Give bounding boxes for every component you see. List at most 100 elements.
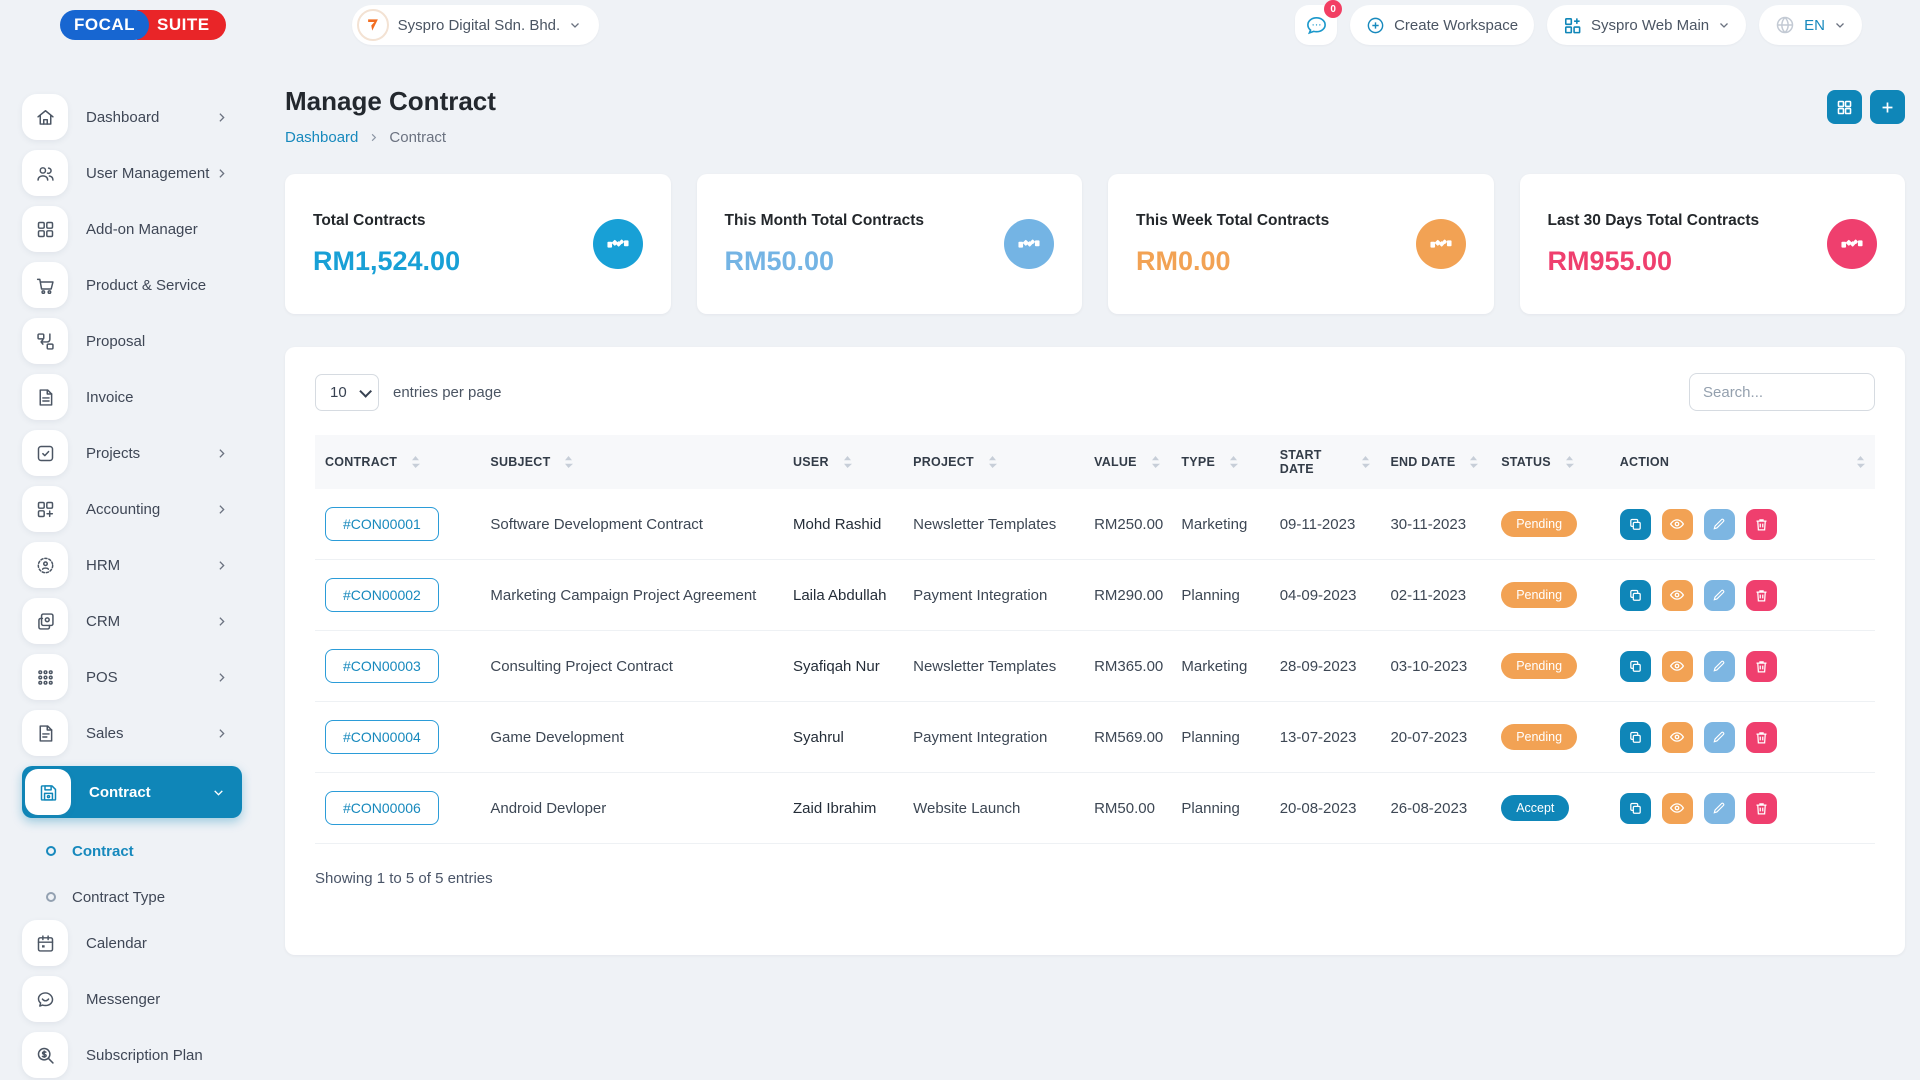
column-header-end-date[interactable]: END DATE <box>1380 435 1492 489</box>
sort-icon[interactable] <box>564 455 574 469</box>
view-button[interactable] <box>1661 508 1693 540</box>
column-header-user[interactable]: USER <box>783 435 904 489</box>
duplicate-icon <box>1629 518 1641 530</box>
sort-icon[interactable] <box>1469 455 1479 469</box>
stat-cards: Total Contracts RM1,524.00 This Month Tota… <box>285 174 1905 314</box>
delete-button[interactable] <box>1745 792 1777 824</box>
subject-cell: Software Development Contract <box>480 489 783 560</box>
sort-icon[interactable] <box>1151 455 1160 469</box>
duplicate-button[interactable] <box>1619 650 1651 682</box>
sidebar-item-proposal[interactable]: Proposal <box>22 318 242 364</box>
sidebar-item-label: CRM <box>86 612 121 630</box>
sort-icon[interactable] <box>1361 455 1371 469</box>
sidebar-item-projects[interactable]: Projects <box>22 430 242 476</box>
pencil-icon <box>1713 802 1725 814</box>
sort-icon[interactable] <box>1229 455 1239 469</box>
duplicate-button[interactable] <box>1619 579 1651 611</box>
duplicate-button[interactable] <box>1619 792 1651 824</box>
language-selector[interactable]: EN <box>1759 5 1862 45</box>
contract-id-link[interactable]: #CON00001 <box>325 507 439 541</box>
delete-button[interactable] <box>1745 721 1777 753</box>
sort-icon[interactable] <box>1565 455 1574 469</box>
sidebar-subitem-contract[interactable]: Contract <box>22 828 242 874</box>
column-header-project[interactable]: PROJECT <box>903 435 1085 489</box>
trash-icon <box>1756 518 1767 530</box>
column-header-type[interactable]: TYPE <box>1171 435 1270 489</box>
edit-button[interactable] <box>1703 579 1735 611</box>
chevron-right-icon <box>219 728 225 738</box>
sidebar-item-invoice[interactable]: Invoice <box>22 374 242 420</box>
sidebar-item-hrm[interactable]: HRM <box>22 542 242 588</box>
brand-logo-suite: SUITE <box>137 10 226 40</box>
sidebar-item-pos[interactable]: POS <box>22 654 242 700</box>
column-header-action[interactable]: ACTION <box>1609 435 1875 489</box>
sidebar-item-messenger[interactable]: Messenger <box>22 976 242 1022</box>
contract-id-link[interactable]: #CON00006 <box>325 791 439 825</box>
grid-view-button[interactable] <box>1827 90 1862 124</box>
stat-label: This Week Total Contracts <box>1136 211 1330 229</box>
delete-button[interactable] <box>1745 508 1777 540</box>
edit-button[interactable] <box>1703 721 1735 753</box>
sidebar-item-user-management[interactable]: User Management <box>22 150 242 196</box>
sort-icon[interactable] <box>411 455 421 469</box>
view-button[interactable] <box>1661 579 1693 611</box>
user-cell: Laila Abdullah <box>783 559 904 631</box>
sidebar-item-dashboard[interactable]: Dashboard <box>22 94 242 140</box>
user-cell: Syafiqah Nur <box>783 630 904 702</box>
trash-icon <box>1756 802 1767 814</box>
sidebar-subitem-contract-type[interactable]: Contract Type <box>22 874 242 920</box>
duplicate-button[interactable] <box>1619 508 1651 540</box>
add-contract-button[interactable] <box>1870 90 1905 124</box>
project-cell: Newsletter Templates <box>903 489 1085 560</box>
view-button[interactable] <box>1661 650 1693 682</box>
sidebar-item-product-service[interactable]: Product & Service <box>22 262 242 308</box>
view-button[interactable] <box>1661 792 1693 824</box>
duplicate-button[interactable] <box>1619 721 1651 753</box>
apps-grid-icon <box>1565 17 1581 33</box>
column-header-subject[interactable]: SUBJECT <box>480 435 783 489</box>
invoice-icon <box>39 388 52 406</box>
contract-id-link[interactable]: #CON00004 <box>325 720 439 754</box>
sidebar-item-accounting[interactable]: Accounting <box>22 486 242 532</box>
delete-button[interactable] <box>1745 579 1777 611</box>
app-switcher[interactable]: Syspro Web Main <box>1547 5 1747 45</box>
chevron-right-icon <box>219 112 225 122</box>
search-input[interactable] <box>1689 373 1875 411</box>
sort-icon[interactable] <box>988 455 997 469</box>
messages-badge: 0 <box>1324 0 1343 18</box>
sidebar-item-calendar[interactable]: Calendar <box>22 920 242 966</box>
sidebar-item-sales[interactable]: Sales <box>22 710 242 756</box>
user-cell: Zaid Ibrahim <box>783 772 904 844</box>
view-button[interactable] <box>1661 721 1693 753</box>
edit-button[interactable] <box>1703 650 1735 682</box>
messages-button[interactable]: 0 <box>1295 0 1343 45</box>
sidebar-item-subscription-plan[interactable]: Subscription Plan <box>22 1032 242 1078</box>
create-workspace-button[interactable]: Create Workspace <box>1350 5 1535 45</box>
edit-button[interactable] <box>1703 508 1735 540</box>
delete-button[interactable] <box>1745 650 1777 682</box>
project-cell: Payment Integration <box>903 701 1085 773</box>
pencil-icon <box>1713 660 1725 672</box>
sidebar-item-contract[interactable]: Contract <box>22 766 242 818</box>
eye-icon <box>1670 519 1685 529</box>
subscription-icon <box>37 1047 54 1064</box>
entries-select[interactable]: 10 <box>315 373 379 411</box>
workspace-selector[interactable]: Syspro Digital Sdn. Bhd. <box>351 5 600 45</box>
sort-icon[interactable] <box>843 455 852 469</box>
end-date-cell: 26-08-2023 <box>1380 772 1492 844</box>
start-date-cell: 09-11-2023 <box>1269 489 1381 560</box>
language-label: EN <box>1804 16 1825 34</box>
column-header-status[interactable]: STATUS <box>1491 435 1610 489</box>
column-header-contract[interactable]: CONTRACT <box>315 435 481 489</box>
chevron-right-icon <box>219 504 225 514</box>
column-header-start-date[interactable]: START DATE <box>1269 435 1381 489</box>
sort-icon[interactable] <box>1856 455 1865 469</box>
contract-id-link[interactable]: #CON00003 <box>325 649 439 683</box>
edit-button[interactable] <box>1703 792 1735 824</box>
table-header-row: CONTRACT SUBJECT USER PROJECT VALUE TYPE START… <box>315 435 1875 489</box>
breadcrumb-dashboard-link[interactable]: Dashboard <box>285 129 359 146</box>
contract-id-link[interactable]: #CON00002 <box>325 578 439 612</box>
column-header-value[interactable]: VALUE <box>1084 435 1172 489</box>
sidebar-item-crm[interactable]: CRM <box>22 598 242 644</box>
sidebar-item-add-on-manager[interactable]: Add-on Manager <box>22 206 242 252</box>
